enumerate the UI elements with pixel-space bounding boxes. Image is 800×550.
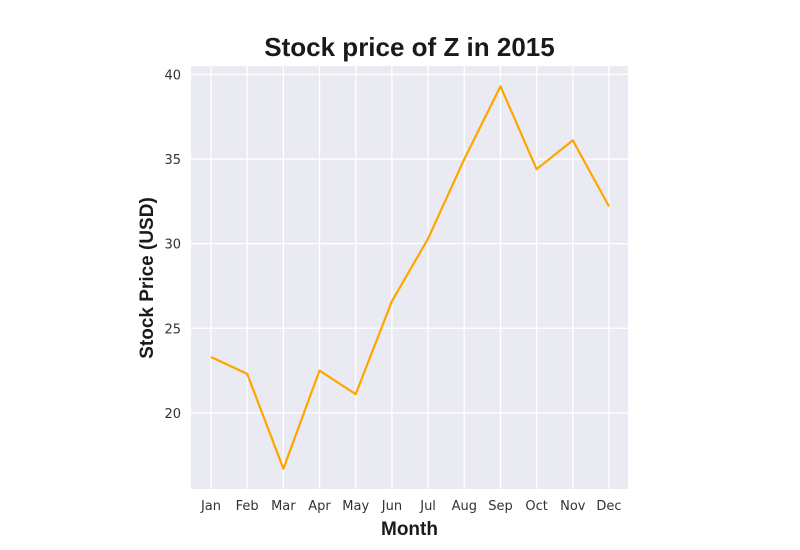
y-tick-label: 40	[164, 68, 181, 83]
x-tick-label: Mar	[271, 499, 296, 514]
x-tick-label: Aug	[452, 499, 477, 514]
y-tick-label: 30	[164, 238, 181, 253]
x-tick-label: Jul	[419, 499, 436, 514]
x-tick-label: Feb	[236, 499, 259, 514]
x-tick-label: Oct	[525, 499, 547, 514]
x-tick-label: Dec	[596, 499, 621, 514]
x-tick-label: Jun	[381, 499, 402, 514]
x-axis-label: Month	[381, 519, 438, 540]
series-line	[210, 85, 610, 470]
grid	[191, 66, 628, 489]
x-tick-label: Sep	[488, 499, 513, 514]
y-tick-label: 35	[164, 153, 181, 168]
y-axis-label: Stock Price (USD)	[137, 197, 158, 359]
plot-area	[191, 66, 628, 489]
x-tick-label: Nov	[560, 499, 586, 514]
x-axis-ticks: Jan Feb Mar Apr May Jun Jul Aug Sep Oct Nov Dec	[200, 499, 622, 514]
x-tick-label: Apr	[308, 499, 331, 514]
y-tick-label: 25	[164, 322, 181, 337]
chart-title: Stock price of Z in 2015	[264, 32, 554, 62]
y-axis-ticks: 20 25 30 35 40	[164, 68, 181, 421]
y-tick-label: 20	[164, 407, 181, 422]
x-tick-label: May	[342, 499, 369, 514]
x-tick-label: Jan	[200, 499, 221, 514]
